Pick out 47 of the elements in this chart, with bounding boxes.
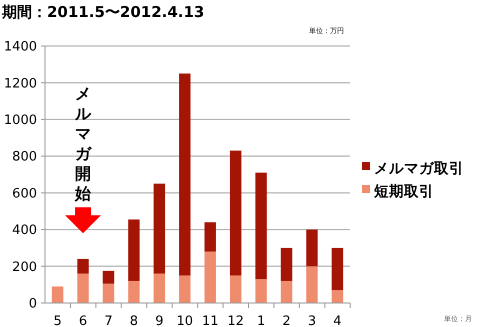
bar [102,270,114,284]
y-tick-label: 400 [12,223,37,238]
bar [255,279,267,303]
bar [204,252,216,303]
bar [154,274,166,303]
bar [77,258,89,274]
bar [128,280,140,303]
x-tick-label: 7 [104,314,113,327]
legend-label: 短期取引 [373,183,434,200]
bar [280,280,292,303]
y-tick-label: 1000 [4,112,37,128]
x-tick-label: 10 [176,314,194,327]
bar [102,284,114,303]
legend-label: メルマガ取引 [374,160,464,178]
bar [179,74,191,276]
y-tick-label: 1200 [4,76,37,92]
bar [332,290,344,303]
bar [255,172,267,280]
bar [280,248,292,281]
x-tick-label: 8 [130,314,138,327]
bar [52,286,64,303]
bar [179,275,191,303]
bar [204,222,216,252]
y-tick-label: 1400 [4,40,37,55]
x-tick-label: 12 [227,314,244,327]
bar [77,274,89,303]
bar [230,150,242,276]
x-tick-label: 3 [308,314,316,327]
y-tick-label: 0 [28,296,37,312]
x-tick-label: 5 [53,314,62,327]
bar [154,184,166,274]
x-tick-label: 6 [78,314,88,327]
x-tick-label: 1 [256,314,266,327]
x-tick-label: 11 [202,314,218,327]
x-tick-label: 4 [333,314,342,327]
x-tick-label: 9 [155,314,164,327]
bar [306,230,318,266]
bar [332,248,344,290]
chart-title: 期間：2011.5〜2012.4.13 [1,3,204,21]
bar [306,266,318,303]
annotation: メルマガ開始 [74,84,92,204]
y-tick-label: 200 [12,260,37,275]
bar [128,219,140,281]
bar [230,275,242,303]
x-tick-label: 2 [282,314,291,327]
y-tick-label: 600 [12,186,37,202]
y-tick-label: 800 [12,150,37,165]
